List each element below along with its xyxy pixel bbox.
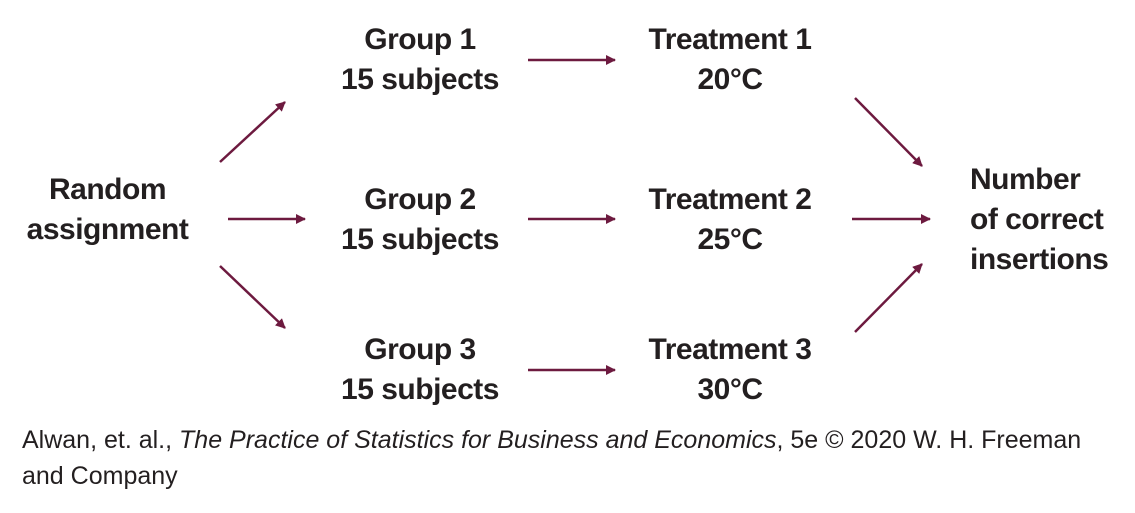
caption-authors: Alwan, et. al., [22,426,180,454]
treatment-2-node: Treatment 2 25°C [625,180,835,260]
random-assignment-node: Random assignment [15,170,200,250]
group-2-size: 15 subjects [341,223,499,256]
caption-book-title: The Practice of Statistics for Business … [179,426,777,454]
group-2-name: Group 2 [364,183,476,216]
group-3-node: Group 3 15 subjects [325,330,515,410]
treatment-1-temp: 20°C [697,63,763,96]
group-1-size: 15 subjects [341,63,499,96]
arrow-random-to-group-1 [219,101,286,163]
random-line-2: assignment [26,213,189,246]
random-line-1: Random [49,173,167,206]
outcome-line-3: insertions [970,243,1109,276]
treatment-2-temp: 25°C [697,223,763,256]
treatment-3-temp: 30°C [697,373,763,406]
treatment-3-name: Treatment 3 [648,333,812,366]
arrow-random-to-group-3 [219,265,286,329]
group-3-size: 15 subjects [341,373,499,406]
group-1-node: Group 1 15 subjects [325,20,515,100]
outcome-line-2: of correct [970,203,1104,236]
outcome-line-1: Number [970,163,1081,196]
arrow-treatment-3-to-outcome [854,263,923,333]
treatment-1-node: Treatment 1 20°C [625,20,835,100]
outcome-node: Number of correct insertions [970,160,1130,280]
group-2-node: Group 2 15 subjects [325,180,515,260]
group-1-name: Group 1 [364,23,476,56]
treatment-1-name: Treatment 1 [648,23,812,56]
arrow-treatment-1-to-outcome [854,97,923,167]
treatment-2-name: Treatment 2 [648,183,812,216]
caption-publisher: , 5e © 2020 W. H. Freeman and Company [22,426,1082,490]
source-caption: Alwan, et. al., The Practice of Statisti… [22,422,1122,494]
treatment-3-node: Treatment 3 30°C [625,330,835,410]
group-3-name: Group 3 [364,333,476,366]
